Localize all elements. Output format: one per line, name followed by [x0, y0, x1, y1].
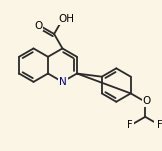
Text: O: O — [142, 96, 151, 106]
Text: O: O — [34, 21, 42, 31]
Text: N: N — [59, 77, 67, 87]
Text: F: F — [157, 120, 162, 130]
Text: OH: OH — [58, 14, 75, 24]
Text: F: F — [127, 120, 133, 130]
